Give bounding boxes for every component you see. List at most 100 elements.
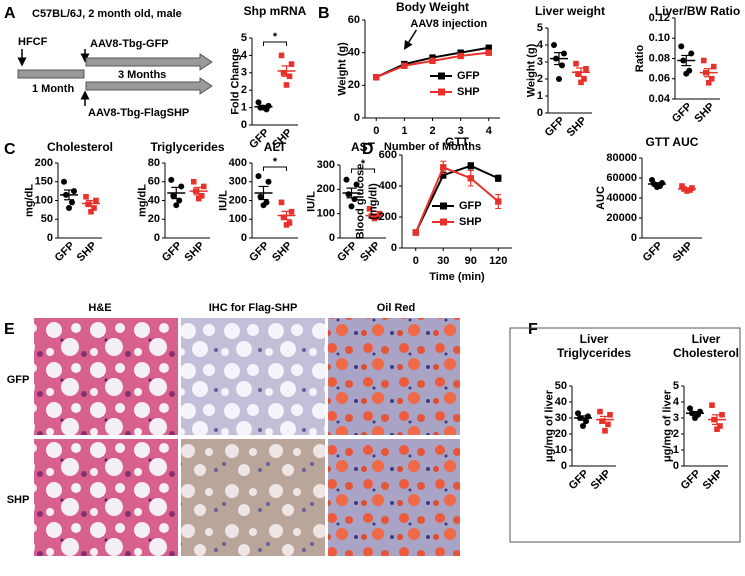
y-tick-label: 100 [317, 208, 335, 220]
marker [684, 188, 690, 194]
x-tick-label: 4 [486, 125, 493, 137]
schematic: C57BL/6J, 2 month old, male HFCF AAV8-Tb… [17, 8, 213, 119]
y-tick-label: 4 [241, 49, 248, 61]
y-tick-label: 80 [148, 157, 160, 169]
marker [709, 402, 715, 408]
chart-title: Liver weight [535, 4, 605, 18]
x-tick-label: SHP [589, 468, 613, 492]
legend-label: GFP [459, 200, 482, 212]
marker [278, 52, 285, 59]
y-tick-label: 60 [148, 176, 160, 188]
chart-title: Liver/BW Ratio [655, 4, 740, 18]
x-axis-label: Number of Months [384, 141, 481, 153]
x-tick-label: GFP [335, 240, 359, 264]
legend-label: GFP [457, 70, 480, 82]
row-label: GFP [7, 374, 30, 386]
marker [195, 195, 202, 202]
schematic-title: C57BL/6J, 2 month old, male [32, 8, 182, 20]
marker [607, 412, 613, 418]
marker [683, 70, 690, 77]
marker [599, 418, 605, 424]
y-tick-label: 300 [317, 159, 335, 171]
y-tick-label: 3 [673, 412, 679, 424]
y-tick-label: 5 [537, 22, 543, 34]
y-tick-label: 40 [148, 194, 160, 206]
marker [708, 75, 715, 82]
y-tick-label: 30 [555, 412, 567, 424]
y-axis-label: IU/L [305, 191, 317, 212]
marker [83, 193, 89, 200]
marker [551, 42, 557, 48]
micrograph [328, 439, 460, 556]
x-tick-label: 2 [429, 125, 435, 137]
panel-label: D [362, 141, 374, 158]
y-tick-label: 400 [379, 180, 397, 192]
y-axis-label: Weight (g) [337, 42, 349, 96]
micrograph [328, 318, 460, 435]
timeline-bar [17, 69, 85, 79]
marker [283, 222, 290, 228]
marker [710, 63, 717, 70]
y-tick-label: 40000 [606, 192, 637, 204]
chart-title: Triglycerides [557, 346, 631, 360]
marker [288, 61, 295, 67]
significance: * [361, 158, 366, 170]
chart-title: Liver [692, 332, 721, 346]
marker [170, 192, 177, 199]
marker [678, 43, 685, 50]
y-tick-label: 0 [241, 232, 247, 244]
x-tick-label: GFP [641, 240, 665, 264]
y-tick-label: 1 [673, 444, 679, 456]
chart: GTT 0 200 400 600 Blood glucose (mg/dl) 0 30 90 12… [354, 135, 512, 283]
x-tick-label: SHP [358, 240, 382, 264]
chart: GTT AUC 0 20000 40000 60000 80000 AUC GFP SHP [595, 135, 702, 264]
marker [366, 206, 373, 212]
significance: * [273, 31, 278, 43]
column-label: IHC for Flag-SHP [209, 302, 298, 314]
y-tick-label: 100 [35, 194, 53, 206]
y-tick-label: 50 [555, 380, 567, 392]
x-tick-label: 90 [465, 255, 477, 267]
y-tick-label: 40 [555, 396, 567, 408]
chart-title: AST [351, 140, 376, 154]
legend-marker [440, 218, 447, 226]
marker [717, 423, 723, 429]
histology: H&E IHC for Flag-SHP Oil Red GFP SHP [7, 302, 460, 556]
marker [69, 199, 75, 206]
y-tick-label: 0 [354, 112, 360, 124]
marker [485, 49, 492, 56]
chart-title: ALT [264, 140, 287, 154]
series-line [414, 166, 499, 233]
marker [597, 408, 603, 415]
marker [280, 70, 287, 76]
significance-bracket [263, 41, 287, 46]
marker [583, 66, 589, 72]
y-tick-label: 0 [631, 232, 637, 244]
y-axis-label: (mg/dl) [367, 183, 379, 220]
y-tick-label: 5 [241, 32, 247, 44]
y-axis-label: Weight (g) [526, 43, 538, 97]
y-tick-label: 150 [35, 176, 53, 188]
marker [495, 198, 502, 205]
y-tick-label: 3 [241, 67, 247, 79]
marker [265, 178, 272, 185]
y-tick-label: 0 [673, 460, 679, 472]
chart-title: Liver [580, 332, 609, 346]
chart-title: GTT [445, 135, 470, 149]
annotation: AAV8 injection [410, 18, 487, 30]
y-tick-label: 0.12 [649, 12, 670, 24]
y-tick-label: 300 [229, 176, 247, 188]
y-tick-label: 20 [348, 79, 360, 91]
row-label: SHP [7, 494, 30, 506]
y-tick-label: 50 [41, 213, 53, 225]
column-label: Oil Red [377, 302, 416, 314]
y-tick-label: 60 [348, 14, 360, 26]
marker [343, 176, 350, 183]
marker [255, 173, 262, 180]
x-tick-label: SHP [270, 240, 294, 264]
